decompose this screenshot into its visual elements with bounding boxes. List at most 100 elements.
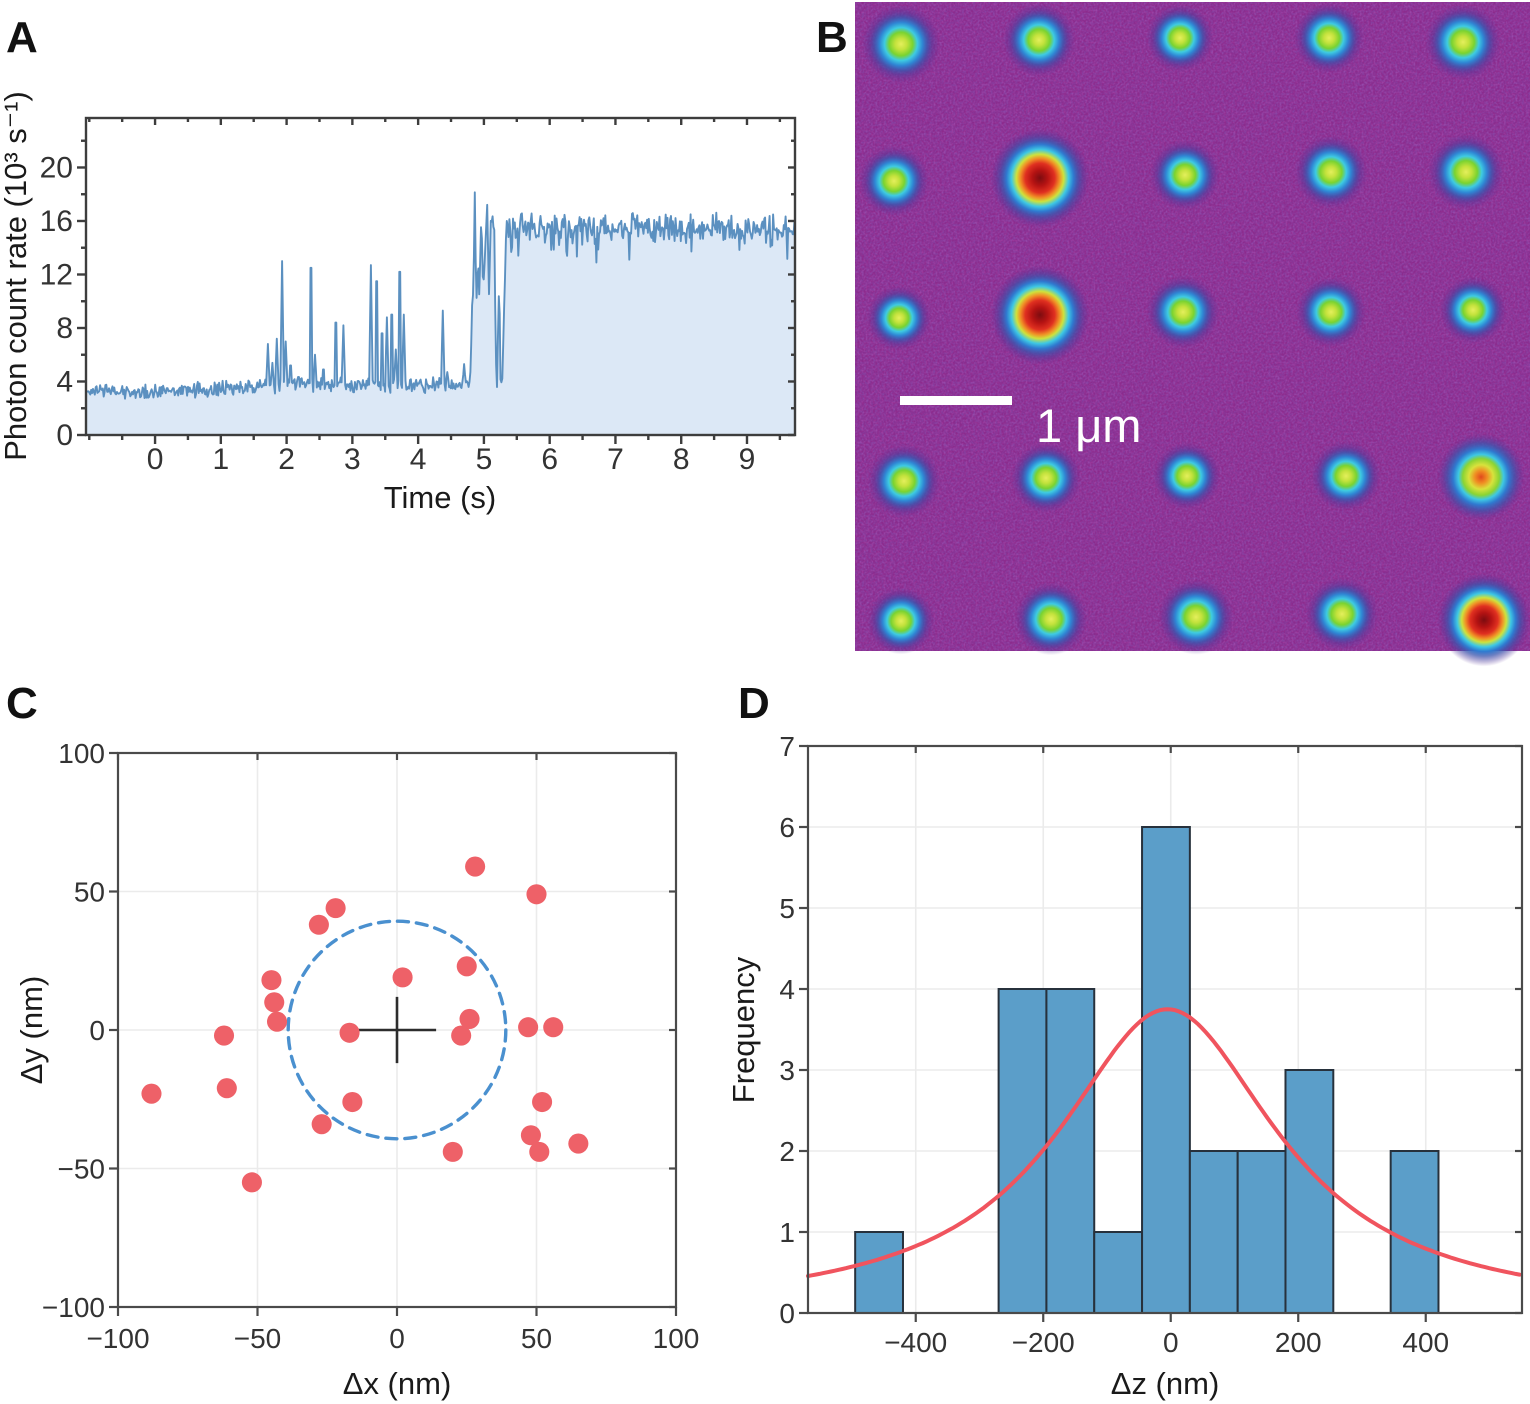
x-tick-label: 6 — [541, 443, 558, 476]
panel-d-plot: −400 −200 0 200 400 0 1 2 3 4 5 6 7 Δz (nm) Frequency — [726, 731, 1524, 1401]
plot-frame — [806, 744, 1524, 1315]
scale-bar — [900, 396, 1012, 405]
x-tick-label: 8 — [673, 443, 690, 476]
y-axis-label: Δy (nm) — [14, 976, 49, 1085]
precision-circle — [286, 919, 508, 1141]
emitter-spot — [1428, 134, 1504, 210]
scatter-point — [520, 1125, 541, 1146]
histogram-bar — [1045, 988, 1096, 1314]
y-tick-label: 16 — [40, 205, 73, 238]
emitter-spot — [990, 128, 1090, 228]
emitter-spot — [1011, 443, 1081, 513]
scatter-point — [526, 884, 547, 905]
y-tick-label: 4 — [779, 974, 795, 1005]
x-tick-label: 400 — [1402, 1327, 1449, 1358]
emitter-spot — [1002, 3, 1076, 77]
scatter-point — [543, 1017, 564, 1038]
scatter-point — [518, 1017, 539, 1038]
emitter-spot — [1158, 579, 1234, 655]
y-tick-label: 0 — [779, 1298, 795, 1329]
emitter-spot — [1153, 442, 1221, 510]
panel-c-plot: −100 −50 0 50 100 −100 −50 0 50 100 Δx (nm) Δy (nm) — [14, 738, 699, 1401]
emitter-spot — [1146, 4, 1214, 72]
emitter-spot — [859, 146, 929, 216]
histogram-bar — [1141, 826, 1191, 1314]
panel-a-letter: A — [6, 13, 38, 62]
scatter-point — [266, 1011, 288, 1032]
emitter-spot — [1439, 276, 1507, 344]
emitter-spot — [867, 286, 931, 350]
scatter-point — [308, 914, 329, 935]
emitter-spot — [861, 4, 941, 84]
y-tick-label: 3 — [779, 1055, 795, 1086]
emitter-spot — [990, 265, 1090, 365]
y-tick-label: 8 — [56, 312, 73, 345]
scatter-point — [213, 1025, 235, 1046]
x-axis-label: Δz (nm) — [1111, 1366, 1220, 1401]
panel-d-letter: D — [738, 679, 770, 728]
y-tick-label: −50 — [58, 1154, 106, 1185]
emitter-spot — [1425, 4, 1501, 80]
x-tick-label: −200 — [1012, 1327, 1075, 1358]
panel-b-letter: B — [816, 13, 848, 62]
x-tick-label: 50 — [521, 1323, 552, 1354]
x-axis-label: Δx (nm) — [343, 1366, 452, 1401]
scatter-point — [459, 1008, 480, 1029]
panel-b-image — [855, 2, 1530, 667]
x-tick-label: 1 — [212, 443, 229, 476]
histogram-bar — [854, 1231, 904, 1314]
emitter-spot — [1150, 140, 1220, 210]
scatter-point — [339, 1022, 360, 1043]
y-tick-label: 5 — [779, 893, 795, 924]
x-tick-label: −100 — [86, 1323, 149, 1354]
lorentzian-fit-curve — [806, 1007, 1522, 1278]
x-tick-label: 3 — [344, 443, 361, 476]
scatter-point — [456, 956, 477, 977]
y-tick-label: −100 — [42, 1292, 105, 1323]
y-tick-label: 1 — [779, 1217, 795, 1248]
y-tick-label: 4 — [56, 365, 73, 398]
emitter-spot — [1437, 433, 1525, 521]
histogram-bar — [1236, 1150, 1287, 1314]
photon-trace-fill — [86, 192, 795, 435]
scatter-point — [532, 1091, 553, 1113]
histogram-bar — [1093, 1231, 1144, 1314]
x-tick-label: 7 — [607, 443, 624, 476]
scatter-point — [442, 1141, 463, 1162]
scatter-point — [325, 898, 346, 919]
x-tick-label: 2 — [278, 443, 295, 476]
x-axis-label: Time (s) — [384, 480, 497, 515]
y-tick-label: 100 — [58, 738, 105, 769]
y-tick-label: 50 — [74, 877, 105, 908]
scatter-point — [529, 1141, 550, 1162]
emitter-spot — [1311, 441, 1381, 511]
scale-bar-label: 1 μm — [1036, 399, 1141, 452]
scatter-point — [311, 1114, 332, 1135]
scatter-point — [261, 970, 282, 991]
scatter-point — [141, 1083, 162, 1104]
emitter-spot — [867, 587, 935, 655]
x-tick-label: 200 — [1275, 1327, 1322, 1358]
photon-trace-line — [86, 191, 796, 400]
histogram-bar — [997, 988, 1048, 1314]
y-axis-label: Photon count rate (10³ s⁻¹) — [0, 91, 33, 461]
emitter-spot — [1146, 275, 1220, 349]
plot-frame — [84, 116, 797, 437]
y-tick-label: 0 — [56, 419, 73, 452]
scatter-point — [568, 1133, 589, 1154]
y-tick-label: 2 — [779, 1136, 795, 1167]
emitter-spot — [1437, 573, 1530, 667]
emitter-spot — [1296, 277, 1366, 347]
scatter-point — [465, 856, 486, 877]
x-tick-label: −50 — [234, 1323, 282, 1354]
x-tick-label: 0 — [1163, 1327, 1179, 1358]
emitter-spot — [867, 444, 941, 518]
panel-c-letter: C — [6, 679, 38, 728]
scatter-point — [392, 967, 413, 988]
y-axis-label: Frequency — [726, 956, 761, 1103]
scatter-point — [241, 1172, 262, 1193]
scatter-point — [451, 1025, 472, 1046]
